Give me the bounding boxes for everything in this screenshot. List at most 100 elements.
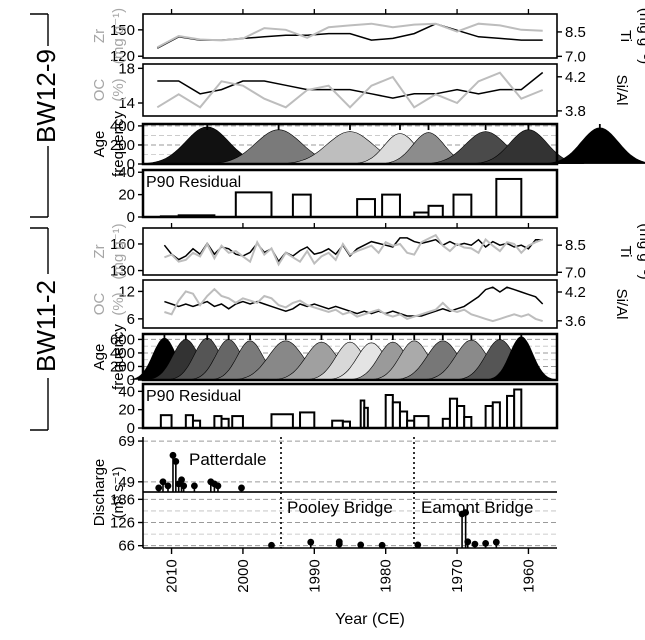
discharge-point [462,509,470,516]
series-line [164,287,543,323]
left-tick-label: 12 [118,283,135,300]
right-tick-label: 8.5 [565,237,586,254]
right-axis-title-line: Si/Al [613,75,630,106]
p90-annotation: P90 Residual [146,388,241,405]
left-axis-title-line: OC [91,79,108,102]
series-line [156,22,543,49]
discharge-point [335,540,343,548]
residual-bar [513,388,523,429]
left-axis-title-line: (mg g⁻¹) [110,223,127,279]
series-line [163,237,543,263]
left-axis-title-line: (mg g⁻¹) [110,8,127,64]
right-axis-title-line: (mg g⁻¹) [636,8,645,64]
x-tick-label: 2010 [164,559,181,592]
left-tick-label: 150 [110,22,135,39]
residual-bar [452,193,473,219]
left-tick-label: 0 [127,372,135,389]
discharge-point [214,482,222,490]
left-tick-label: 400 [110,345,135,362]
left-tick-label: 186 [110,491,135,508]
residual-bar [291,193,312,219]
left-tick-label: 20 [118,402,135,419]
series-line [156,23,543,49]
residual-bar [495,177,523,218]
panel-discharge_upper: 49 69 [118,433,557,493]
panel-frame [142,227,558,276]
discharge-point [172,458,180,465]
left-tick-label: 126 [110,515,135,532]
series-line [164,233,544,267]
residual-bar [384,394,394,429]
residual-bar [491,401,501,430]
x-tick-label: 2000 [235,559,252,592]
left-tick-label: 66 [118,538,135,555]
right-tick-label: 7.0 [565,48,586,65]
right-axis-title: Ti(mg g⁻¹) [617,8,645,64]
right-axis-title-line: Ti [617,30,634,42]
left-axis-title-line: Zr [91,29,108,43]
discharge-point [268,541,275,549]
x-tick-label: 1980 [378,559,395,592]
panel-frame [142,13,558,59]
left-axis-title: OC (%) [91,292,127,315]
discharge-point [482,539,490,547]
left-tick-label: 40 [118,164,135,181]
x-tick-label: 1970 [449,559,466,592]
p90-annotation: P90 Residual [146,174,241,191]
panel-discharge_lower: 66 126 186 [110,491,557,555]
residual-bar [234,191,273,218]
series-line [157,71,544,99]
left-tick-label: 14 [118,95,135,112]
right-axis-title-line: (mg g⁻¹) [636,223,645,279]
panel-bw12_oc_si: 14 18 3.8 4.2 OC (%) Si/Al [91,60,630,120]
x-axis: 2010 2000 1990 1980 1970 1960 [164,548,537,593]
right-axis-title: Si/Al [613,75,630,106]
panel-frame [142,63,558,117]
left-tick-label: 40 [118,383,135,400]
left-axis-title: OC (%) [91,78,127,101]
age-peak [544,127,645,164]
region-patterdale: Patterdale [189,450,267,469]
left-axis-title-line: Discharge [91,459,108,527]
discharge-point [190,482,198,490]
left-tick-label: 49 [118,474,135,491]
residual-bar [231,415,244,430]
left-axis-title-line: (%) [110,292,127,315]
discharge-point [169,451,177,459]
panel-bw11_oc_si: 6 12 3.6 4.2 OC (%) Si/Al [91,279,630,330]
left-tick-label: 6 [127,311,135,328]
discharge-point [492,538,500,546]
right-axis-title: Si/Al [613,289,630,320]
right-tick-label: 3.6 [565,313,586,330]
left-axis-title-line: (%) [110,78,127,101]
right-tick-label: 7.0 [565,264,586,281]
left-tick-label: 0 [127,156,135,173]
residual-bar [463,416,473,429]
residual-bar [220,417,230,430]
left-axis-title-line: frequency [110,324,127,390]
left-tick-label: 69 [118,433,135,450]
right-axis-title-line: Si/Al [613,289,630,320]
discharge-point [178,476,185,484]
left-axis-title: Age frequency [91,324,127,390]
discharge-point [464,538,472,546]
left-axis-title-line: Zr [91,244,108,258]
left-tick-label: 0 [127,209,135,226]
discharge-point [180,482,188,490]
residual-bar [159,414,173,429]
left-axis-title: Zr (mg g⁻¹) [91,8,127,64]
residual-bar [484,405,494,429]
panel-frame [141,122,559,166]
right-axis-title-line: Ti [617,246,634,258]
discharge-point [414,541,422,549]
right-tick-label: 4.2 [565,69,586,86]
left-tick-label: 120 [110,48,135,65]
left-tick-label: 130 [110,263,135,280]
left-tick-label: 18 [118,60,135,77]
x-tick-label: 1960 [520,559,537,592]
